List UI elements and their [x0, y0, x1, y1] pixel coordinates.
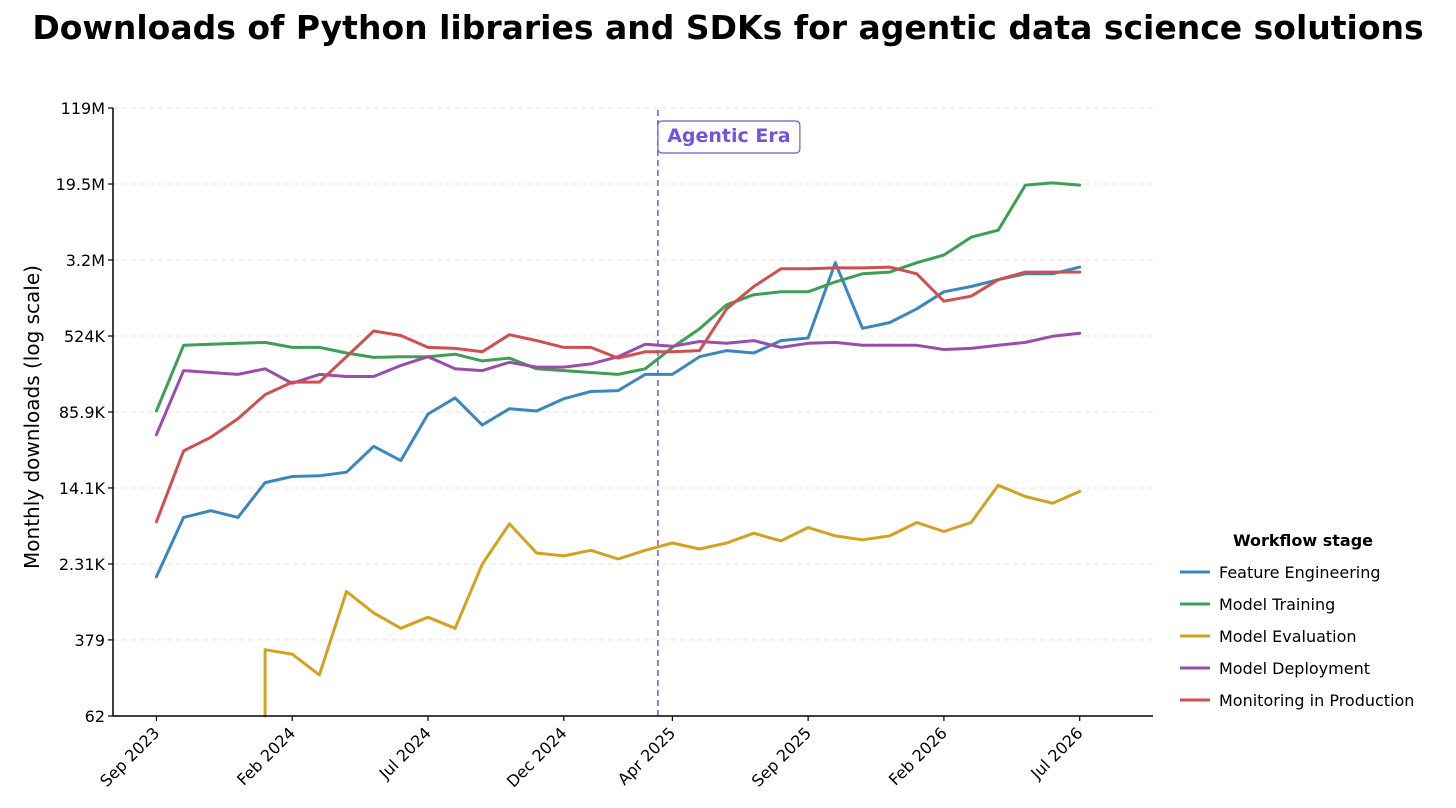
y-tick-label: 2.31K [59, 555, 106, 574]
agentic-era-box [657, 120, 801, 154]
axes: 62 379 2.31K 14.1K 85.9K 524K 3.2M 19.5M 119M Sep… [20, 99, 1153, 791]
y-tick-label: 85.9K [59, 403, 106, 422]
x-tick-label: Sep 2025 [748, 723, 815, 790]
x-tick-label: Jul 2026 [1026, 723, 1086, 783]
legend: Workflow stage Feature Engineering Model T… [1180, 531, 1414, 710]
series-line [263, 483, 1082, 718]
series-layer [154, 181, 1082, 718]
y-tick-label: 19.5M [56, 175, 105, 194]
y-tick-label: 524K [64, 327, 106, 346]
chart-title: Downloads of Python libraries and SDKs f… [32, 8, 1424, 47]
x-tick-label: Sep 2023 [96, 723, 163, 790]
legend-label: Model Training [1219, 595, 1335, 614]
legend-label: Monitoring in Production [1219, 691, 1414, 710]
y-tick-label: 14.1K [59, 479, 106, 498]
x-tick-label: Feb 2026 [885, 723, 951, 789]
legend-label: Feature Engineering [1219, 563, 1381, 582]
agentic-era-label: Agentic Era [667, 125, 790, 147]
y-tick-label: 62 [85, 707, 105, 726]
legend-label: Model Evaluation [1219, 627, 1357, 646]
y-tick-label: 379 [74, 631, 105, 650]
series-line [154, 265, 1082, 524]
legend-title: Workflow stage [1233, 531, 1373, 550]
series-line [154, 261, 1082, 579]
x-tick-label: Apr 2025 [614, 723, 679, 788]
y-tick-label: 119M [61, 99, 105, 118]
legend-label: Model Deployment [1219, 659, 1370, 678]
y-tick-label: 3.2M [66, 251, 105, 270]
series-line [154, 181, 1082, 413]
annotation-layer: Agentic Era [657, 110, 801, 716]
x-tick-label: Dec 2024 [503, 723, 571, 791]
gridlines [113, 107, 1153, 717]
y-axis-label: Monthly downloads (log scale) [20, 265, 44, 569]
x-tick-label: Jul 2024 [375, 723, 435, 783]
x-tick-label: Feb 2024 [233, 723, 299, 789]
